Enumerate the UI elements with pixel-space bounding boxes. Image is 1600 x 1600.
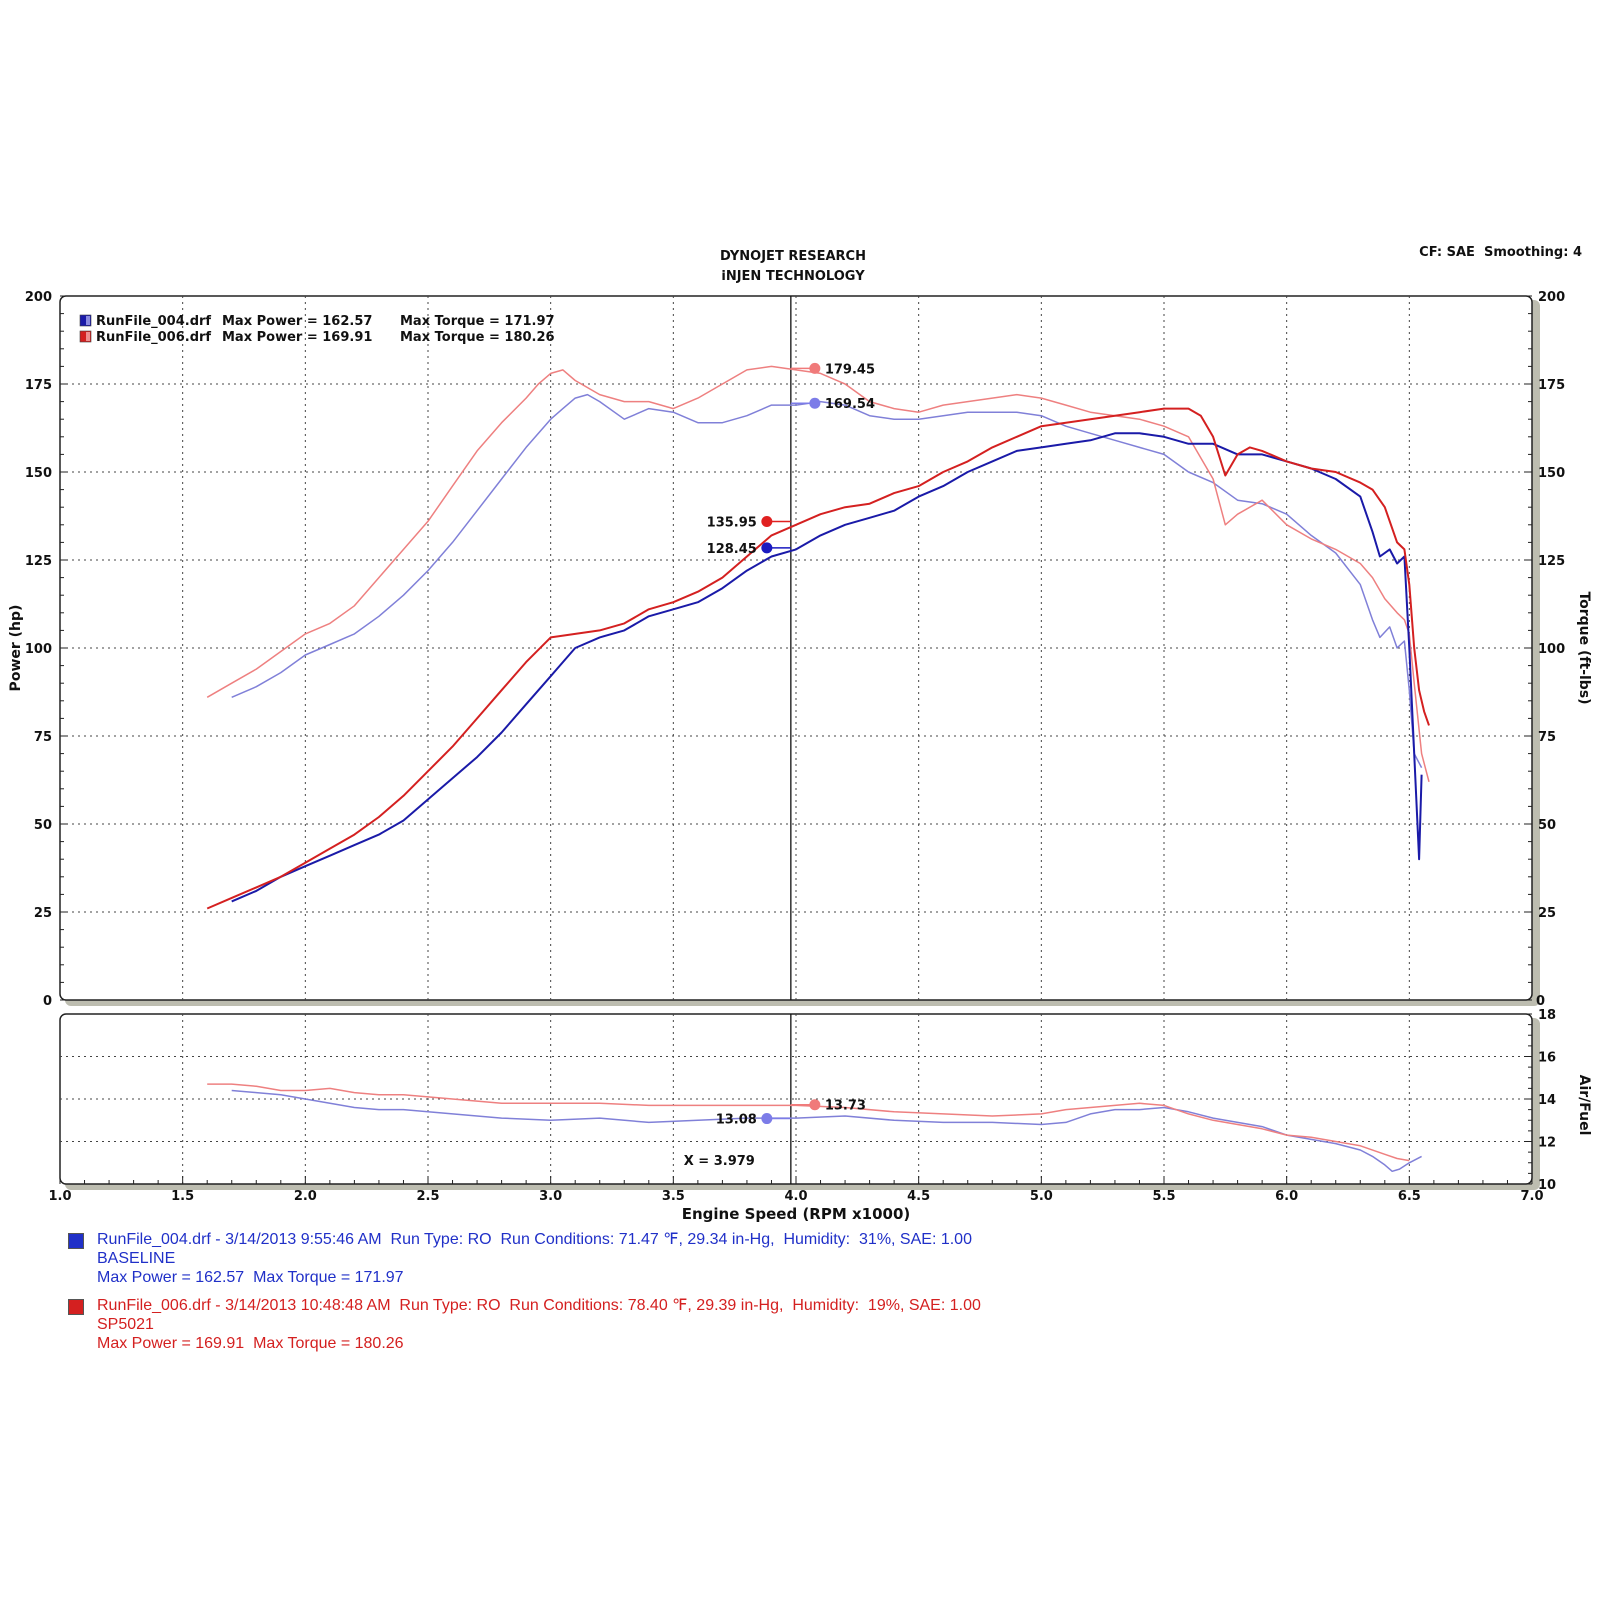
readout-torque-baseline-dot (809, 397, 821, 409)
series-afr-baseline (231, 1089, 1422, 1173)
y-tick-label-right: 0 (1536, 994, 1545, 1009)
x-axis-label: Engine Speed (RPM x1000) (682, 1205, 911, 1223)
readout-power-baseline-dot (761, 542, 773, 554)
run-details-sp5021: RunFile_006.drf - 3/14/2013 10:48:48 AM … (97, 1297, 981, 1314)
afr-tick-label: 18 (1538, 1008, 1556, 1023)
readout-afr-sp5021-value: 13.73 (825, 1099, 866, 1114)
y-tick-label-left: 200 (25, 290, 52, 305)
legend-power-blue: Max Power = 162.57 (222, 314, 372, 329)
axes-labels: Power (hp) Torque (ft-lbs) Air/Fuel Engi… (8, 290, 1592, 1223)
y-tick-label-right: 25 (1538, 906, 1556, 921)
legend-swatch-red-hi (86, 332, 90, 341)
y-tick-label-right: 100 (1538, 642, 1565, 657)
series-torque-sp5021 (206, 365, 1430, 782)
y-tick-label-left: 150 (25, 466, 52, 481)
run-swatch-baseline (68, 1233, 84, 1249)
x-tick-label: 1.5 (171, 1189, 194, 1204)
legend-swatch-blue (79, 314, 92, 327)
readout-afr-baseline-dot (761, 1113, 773, 1125)
series-power-baseline (231, 432, 1423, 903)
series-layer (206, 365, 1430, 1173)
legend-file-blue: RunFile_004.drf (96, 314, 211, 329)
afr-tick-label: 14 (1538, 1093, 1556, 1108)
main-plot-frame (59, 295, 1533, 1001)
y-tick-label-right: 75 (1538, 730, 1556, 745)
run-max-baseline: Max Power = 162.57 Max Torque = 171.97 (97, 1269, 404, 1286)
readout-torque-sp5021-value: 179.45 (825, 362, 875, 377)
x-tick-label: 4.5 (907, 1189, 930, 1204)
chart-title-line2: iNJEN TECHNOLOGY (721, 269, 865, 284)
readout-afr-sp5021-dot (809, 1099, 821, 1111)
x-tick-label: 6.0 (1275, 1189, 1298, 1204)
readout-power-sp5021-dot (761, 515, 773, 527)
readout-afr-baseline-value: 13.08 (716, 1113, 757, 1128)
y-tick-label-left: 75 (34, 730, 52, 745)
legend-swatch-red (79, 330, 92, 343)
run-swatch-sp5021 (68, 1299, 84, 1315)
series-afr-sp5021 (207, 1083, 1410, 1162)
run-label-baseline: BASELINE (97, 1250, 176, 1267)
run-label-sp5021: SP5021 (97, 1316, 154, 1333)
y-tick-label-right: 150 (1538, 466, 1565, 481)
y-tick-label-left: 125 (25, 554, 52, 569)
y-tick-label-right: 175 (1538, 378, 1565, 393)
readout-torque-sp5021-dot (809, 362, 821, 374)
x-tick-label: 7.0 (1520, 1189, 1543, 1204)
cf-smoothing-label: CF: SAE Smoothing: 4 (1419, 245, 1582, 260)
x-tick-label: 1.0 (48, 1189, 71, 1204)
legend-torque-blue: Max Torque = 171.97 (400, 314, 555, 329)
y-axis-left-label: Power (hp) (8, 605, 24, 692)
afr-tick-label: 16 (1538, 1051, 1556, 1066)
x-tick-label: 2.5 (416, 1189, 439, 1204)
y-tick-label-left: 50 (34, 818, 52, 833)
x-tick-label: 3.5 (662, 1189, 685, 1204)
y-tick-label-left: 175 (25, 378, 52, 393)
afr-tick-label: 12 (1538, 1136, 1556, 1151)
x-tick-label: 3.0 (539, 1189, 562, 1204)
plot-legend: RunFile_004.drf Max Power = 162.57 Max T… (79, 314, 555, 345)
afr-tick-label: 10 (1538, 1178, 1556, 1193)
readout-power-baseline-value: 128.45 (707, 542, 757, 557)
legend-swatch-blue-hi (86, 316, 90, 325)
cursor-x-label: X = 3.979 (684, 1154, 755, 1169)
cursor-readouts: 135.95 128.45 179.45 169.54 13.73 13.08 X = 3.… (684, 362, 875, 1169)
y-tick-label-right: 125 (1538, 554, 1565, 569)
x-tick-label: 5.5 (1152, 1189, 1175, 1204)
legend-power-red: Max Power = 169.91 (222, 330, 372, 345)
legend-torque-red: Max Torque = 180.26 (400, 330, 555, 345)
run-details-baseline: RunFile_004.drf - 3/14/2013 9:55:46 AM R… (97, 1231, 972, 1248)
y-tick-label-left: 100 (25, 642, 52, 657)
run-max-sp5021: Max Power = 169.91 Max Torque = 180.26 (97, 1335, 404, 1352)
x-tick-label: 5.0 (1030, 1189, 1053, 1204)
chart-title-line1: DYNOJET RESEARCH (720, 249, 866, 264)
legend-file-red: RunFile_006.drf (96, 330, 211, 345)
x-tick-label: 2.0 (294, 1189, 317, 1204)
series-power-sp5021 (206, 407, 1430, 910)
readout-power-sp5021-value: 135.95 (707, 515, 757, 530)
afr-axis-label: Air/Fuel (1576, 1075, 1592, 1136)
x-tick-label: 6.5 (1398, 1189, 1421, 1204)
series-torque-baseline (231, 393, 1423, 769)
y-tick-label-right: 50 (1538, 818, 1556, 833)
readout-torque-baseline-value: 169.54 (825, 397, 875, 412)
main-grid (60, 295, 1532, 1001)
y-tick-label-left: 0 (43, 994, 52, 1009)
y-tick-label-left: 25 (34, 906, 52, 921)
y-tick-label-right: 200 (1538, 290, 1565, 305)
x-tick-label: 4.0 (784, 1189, 807, 1204)
y-axis-right-label: Torque (ft-lbs) (1576, 591, 1592, 704)
